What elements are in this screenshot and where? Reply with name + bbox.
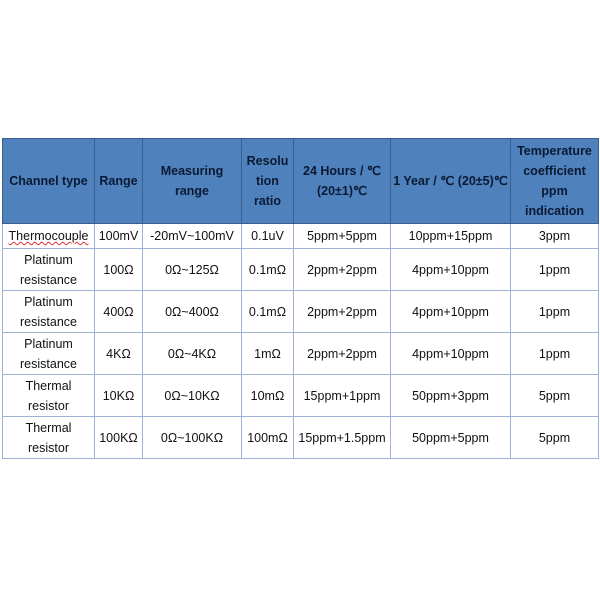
table-cell: 5ppm — [510, 374, 599, 417]
table-cell: 15ppm+1ppm — [293, 374, 391, 417]
table-row: Platinum resistance 400Ω 0Ω~400Ω 0.1mΩ 2ppm+… — [2, 290, 599, 333]
column-header: Resolu tion ratio — [241, 138, 294, 224]
table-cell: 0.1mΩ — [241, 290, 294, 333]
table-cell: -20mV~100mV — [142, 223, 242, 249]
table-cell: 5ppm — [510, 416, 599, 459]
table-cell: Platinum resistance — [2, 248, 95, 291]
table-cell: Platinum resistance — [2, 332, 95, 375]
column-header: 1 Year / ℃ (20±5)℃ — [390, 138, 511, 224]
table-cell: 4ppm+10ppm — [390, 290, 511, 333]
table-cell: 50ppm+3ppm — [390, 374, 511, 417]
table-cell: 5ppm+5ppm — [293, 223, 391, 249]
table-cell: 3ppm — [510, 223, 599, 249]
table-cell: Thermocouple — [2, 223, 95, 249]
table-cell: 15ppm+1.5ppm — [293, 416, 391, 459]
table-cell: 100mΩ — [241, 416, 294, 459]
table-cell: 0Ω~100KΩ — [142, 416, 242, 459]
table-cell: 1ppm — [510, 248, 599, 291]
header-row: Channel type Range Measuring range Resolu t… — [2, 138, 599, 224]
table-cell: 400Ω — [94, 290, 143, 333]
table-cell: 2ppm+2ppm — [293, 248, 391, 291]
table-cell: 4ppm+10ppm — [390, 332, 511, 375]
table-cell: 1ppm — [510, 332, 599, 375]
table-cell: Thermal resistor — [2, 374, 95, 417]
table-cell: 2ppm+2ppm — [293, 290, 391, 333]
table-row: Thermocouple 100mV -20mV~100mV 0.1uV 5ppm+5p… — [2, 223, 599, 249]
table-cell: 100mV — [94, 223, 143, 249]
column-header: Measuring range — [142, 138, 242, 224]
table-cell: 4ppm+10ppm — [390, 248, 511, 291]
table-cell: 0.1uV — [241, 223, 294, 249]
table-cell: 0Ω~400Ω — [142, 290, 242, 333]
table-cell: 2ppm+2ppm — [293, 332, 391, 375]
column-header: Temperature coefficient ppm indication — [510, 138, 599, 224]
table-cell: Platinum resistance — [2, 290, 95, 333]
table-cell: 10mΩ — [241, 374, 294, 417]
column-header: Channel type — [2, 138, 95, 224]
table-row: Platinum resistance 4KΩ 0Ω~4KΩ 1mΩ 2ppm+2ppm… — [2, 332, 599, 375]
table-cell: 0Ω~4KΩ — [142, 332, 242, 375]
table-cell: 100KΩ — [94, 416, 143, 459]
table-cell: 1mΩ — [241, 332, 294, 375]
table-row: Thermal resistor 100KΩ 0Ω~100KΩ 100mΩ 15ppm+… — [2, 416, 599, 459]
table-cell: 1ppm — [510, 290, 599, 333]
column-header: Range — [94, 138, 143, 224]
table-row: Thermal resistor 10KΩ 0Ω~10KΩ 10mΩ 15ppm+1pp… — [2, 374, 599, 417]
table-cell: Thermal resistor — [2, 416, 95, 459]
table-row: Platinum resistance 100Ω 0Ω~125Ω 0.1mΩ 2ppm+… — [2, 248, 599, 291]
table-cell: 0Ω~10KΩ — [142, 374, 242, 417]
table-cell: 0Ω~125Ω — [142, 248, 242, 291]
table-cell: 100Ω — [94, 248, 143, 291]
table-cell: 4KΩ — [94, 332, 143, 375]
table-cell: 0.1mΩ — [241, 248, 294, 291]
column-header: 24 Hours / ℃ (20±1)℃ — [293, 138, 391, 224]
table-cell: 10ppm+15ppm — [390, 223, 511, 249]
spec-table: Channel type Range Measuring range Resolu t… — [2, 138, 599, 459]
table-cell: 50ppm+5ppm — [390, 416, 511, 459]
table-cell: 10KΩ — [94, 374, 143, 417]
